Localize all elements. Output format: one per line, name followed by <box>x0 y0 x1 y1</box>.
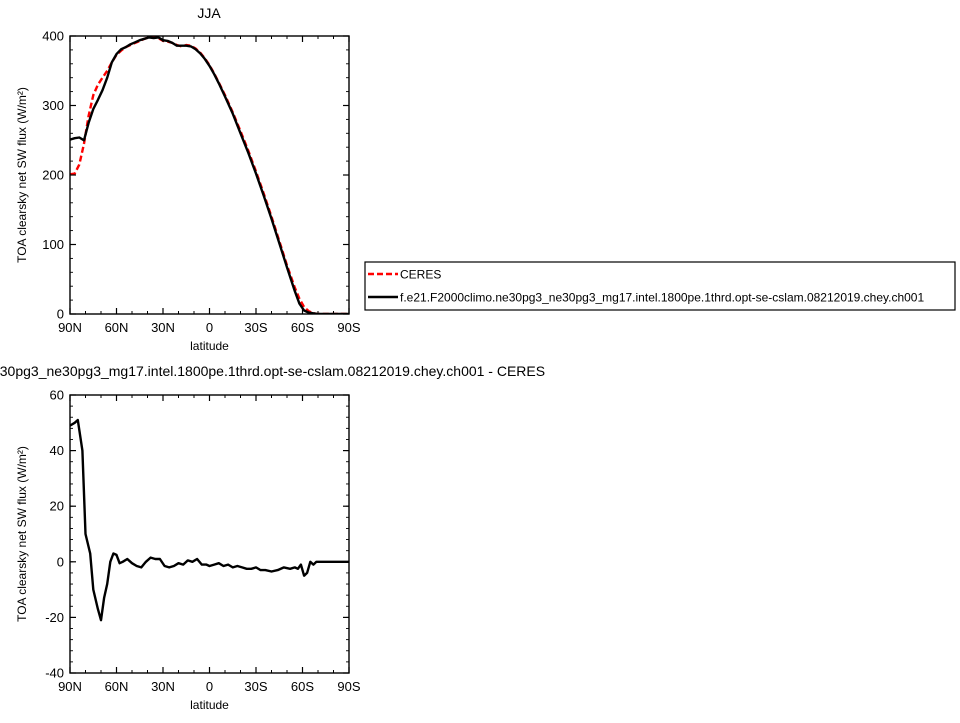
legend-label: f.e21.F2000climo.ne30pg3_ne30pg3_mg17.in… <box>400 291 924 305</box>
series-line-difference <box>70 418 349 622</box>
y-tick-label: -20 <box>45 610 64 625</box>
y-tick-label: 0 <box>57 554 64 569</box>
x-tick-label: 30S <box>244 320 267 335</box>
x-tick-label: 60S <box>291 320 314 335</box>
x-tick-label: 0 <box>206 320 213 335</box>
x-tick-label: 90N <box>58 679 82 694</box>
x-tick-label: 90S <box>337 320 360 335</box>
series-group <box>70 36 349 314</box>
x-tick-label: 30N <box>151 679 175 694</box>
series-line-model <box>70 36 349 314</box>
y-tick-label: 40 <box>50 443 64 458</box>
y-axis-label: TOA clearsky net SW flux (W/m²) <box>15 446 29 622</box>
y-axis-label: TOA clearsky net SW flux (W/m²) <box>15 87 29 263</box>
x-tick-label: 60N <box>105 320 129 335</box>
y-tick-label: 200 <box>42 168 64 183</box>
x-tick-label: 60N <box>105 679 129 694</box>
legend-box <box>364 261 956 311</box>
x-tick-label: 0 <box>206 679 213 694</box>
x-axis-label: latitude <box>190 339 229 353</box>
x-axis-label: latitude <box>190 698 229 712</box>
legend: CERES f.e21.F2000climo.ne30pg3_ne30pg3_mg… <box>364 261 956 311</box>
y-tick-label: 60 <box>50 388 64 403</box>
x-tick-label: 60S <box>291 679 314 694</box>
chart-title: JJA <box>197 5 221 21</box>
y-tick-label: 20 <box>50 499 64 514</box>
series-line-ceres <box>70 36 349 314</box>
x-axis: 90N 60N 30N 0 30S 60S 90S latitude <box>58 395 361 712</box>
series-group <box>70 418 349 622</box>
chart-title: f.e21.F2000climo.ne30pg3_ne30pg3_mg17.in… <box>0 363 545 379</box>
x-tick-label: 30S <box>244 679 267 694</box>
chart-2: f.e21.F2000climo.ne30pg3_ne30pg3_mg17.in… <box>0 363 545 712</box>
y-tick-label: 0 <box>57 307 64 322</box>
x-tick-label: 90N <box>58 320 82 335</box>
x-axis: 90N 60N 30N 0 30S 60S 90S latitude <box>58 36 361 353</box>
y-tick-label: 300 <box>42 98 64 113</box>
y-tick-label: 400 <box>42 29 64 44</box>
y-axis: -40 -20 0 20 40 60 TOA clearsky net SW flux (W… <box>15 388 349 681</box>
x-tick-label: 30N <box>151 320 175 335</box>
y-axis: 0 100 200 300 400 TOA clearsky net SW flux (W… <box>15 29 349 322</box>
legend-label: CERES <box>400 268 441 282</box>
y-tick-label: -40 <box>45 666 64 681</box>
chart-1: JJA 90N 60N 30N 0 30S 60S 90S latitude 0 100 200 300… <box>15 5 361 353</box>
plot-frame <box>69 35 350 315</box>
x-tick-label: 90S <box>337 679 360 694</box>
y-tick-label: 100 <box>42 237 64 252</box>
plot-frame <box>69 394 350 674</box>
